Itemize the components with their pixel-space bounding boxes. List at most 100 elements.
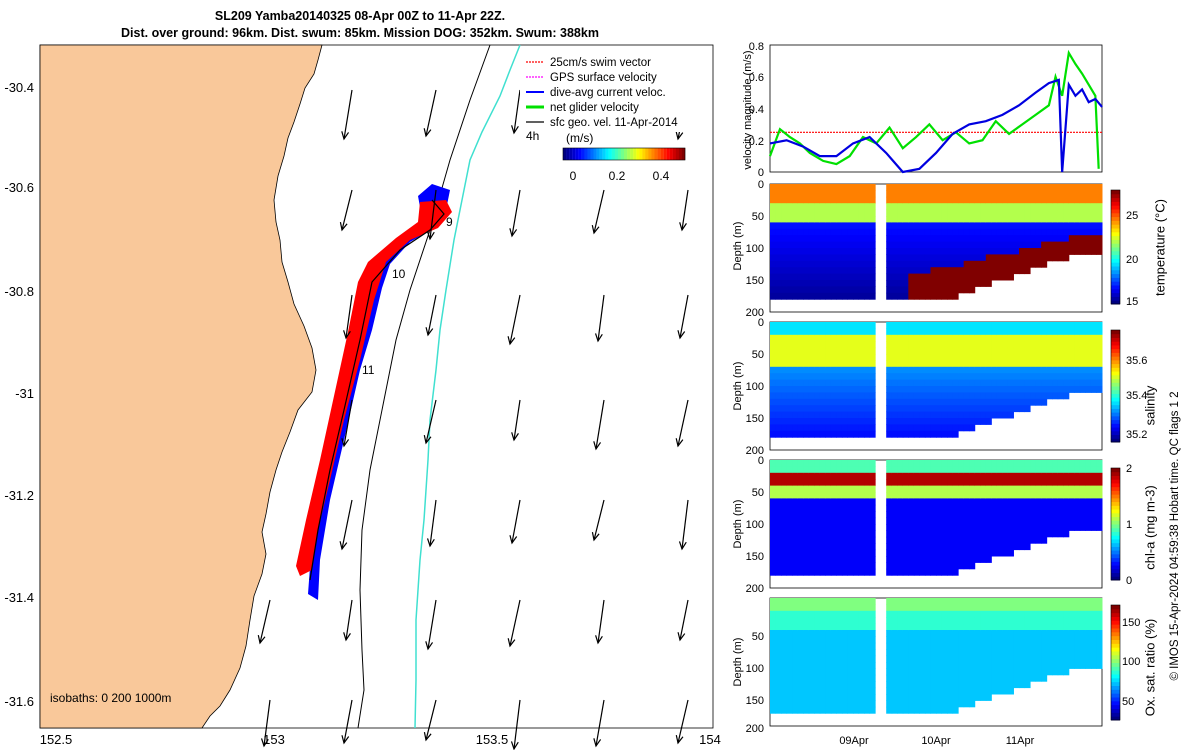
heatmap-cell xyxy=(864,604,871,612)
heatmap-cell xyxy=(775,405,782,413)
heatmap-cell xyxy=(886,604,893,612)
heatmap-cell xyxy=(803,681,810,689)
heatmap-cell xyxy=(996,366,1003,374)
heatmap-cell xyxy=(941,334,948,342)
heatmap-cell xyxy=(1068,623,1075,631)
heatmap-cell xyxy=(947,190,954,198)
heatmap-cell xyxy=(847,354,854,361)
heatmap-cell xyxy=(1024,524,1031,531)
heatmap-cell xyxy=(936,366,943,374)
heatmap-cell xyxy=(825,322,832,329)
heatmap-cell xyxy=(1013,328,1020,336)
heatmap-cell xyxy=(974,273,981,281)
heatmap-cell xyxy=(1068,222,1075,230)
heatmap-cell xyxy=(869,328,876,336)
heatmap-cell xyxy=(913,366,920,374)
heatmap-cell xyxy=(1046,328,1053,336)
heatmap-cell xyxy=(1074,341,1081,349)
heatmap-cell xyxy=(1002,492,1009,499)
heatmap-cell xyxy=(930,184,937,191)
heatmap-cell xyxy=(1068,196,1075,204)
heatmap-cell xyxy=(1068,248,1075,255)
heatmap-cell xyxy=(969,241,976,249)
heatmap-cell xyxy=(1046,190,1053,198)
heatmap-cell xyxy=(908,492,915,499)
heatmap-cell xyxy=(1019,511,1026,519)
heatmap-cell xyxy=(1079,386,1086,393)
heatmap-cell xyxy=(858,347,865,355)
heatmap-cell xyxy=(1007,341,1014,349)
heatmap-cell xyxy=(991,254,998,262)
heatmap-cell xyxy=(908,190,915,198)
heatmap-cell xyxy=(781,466,788,474)
heatmap-cell xyxy=(1068,504,1075,512)
heatmap-cell xyxy=(952,405,959,413)
heatmap-cell xyxy=(808,524,815,531)
heatmap-cell xyxy=(969,536,976,544)
heatmap-cell xyxy=(853,687,860,695)
heatmap-cell xyxy=(980,267,987,275)
heatmap-cell xyxy=(825,568,832,576)
heatmap-cell xyxy=(930,216,937,223)
heatmap-cell xyxy=(836,694,843,701)
heatmap-cell xyxy=(841,254,848,262)
heatmap-cell xyxy=(952,530,959,538)
heatmap-cell xyxy=(1063,254,1070,262)
heatmap-cell xyxy=(919,460,926,467)
heatmap-cell xyxy=(836,706,843,714)
heatmap-cell xyxy=(864,524,871,531)
heatmap-cell xyxy=(786,598,793,605)
heatmap-cell xyxy=(974,411,981,419)
heatmap-cell xyxy=(775,398,782,406)
heatmap-cell xyxy=(886,366,893,374)
heatmap-cell xyxy=(1007,228,1014,236)
heatmap-cell xyxy=(1007,530,1014,538)
heatmap-cell xyxy=(1068,598,1075,605)
heatmap-cell xyxy=(1019,504,1026,512)
heatmap-cell xyxy=(814,536,821,544)
heatmap-cell xyxy=(1085,322,1092,329)
heatmap-cell xyxy=(930,485,937,493)
heatmap-cell xyxy=(969,209,976,217)
heatmap-cell xyxy=(1052,354,1059,361)
heatmap-cell xyxy=(891,530,898,538)
colorbar-cell xyxy=(1111,209,1120,214)
heatmap-cell xyxy=(869,649,876,657)
heatmap-cell xyxy=(985,492,992,499)
heatmap-cell xyxy=(858,190,865,198)
heatmap-cell xyxy=(858,636,865,644)
heatmap-cell xyxy=(930,642,937,650)
heatmap-cell xyxy=(908,341,915,349)
heatmap-cell xyxy=(1024,260,1031,268)
heatmap-cell xyxy=(1002,466,1009,474)
heatmap-cell xyxy=(1046,604,1053,612)
heatmap-cell xyxy=(974,260,981,268)
heatmap-cell xyxy=(808,190,815,198)
heatmap-cell xyxy=(1041,674,1048,682)
heatmap-cell xyxy=(980,254,987,262)
heatmap-cell xyxy=(803,466,810,474)
heatmap-cell xyxy=(974,466,981,474)
heatmap-cell xyxy=(814,479,821,487)
heatmap-cell xyxy=(952,517,959,525)
heatmap-cell xyxy=(792,598,799,605)
heatmap-cell xyxy=(952,610,959,618)
heatmap-cell xyxy=(819,649,826,657)
heatmap-cell xyxy=(936,511,943,519)
heatmap-cell xyxy=(980,341,987,349)
heatmap-cell xyxy=(991,373,998,381)
heatmap-cell xyxy=(1007,466,1014,474)
heatmap-cell xyxy=(930,630,937,637)
heatmap-cell xyxy=(908,549,915,557)
colorbar-cell xyxy=(1111,285,1120,290)
heatmap-cell xyxy=(1085,196,1092,204)
heatmap-cell xyxy=(1007,460,1014,467)
heatmap-cell xyxy=(930,405,937,413)
heatmap-cell xyxy=(908,366,915,374)
heatmap-cell xyxy=(1052,610,1059,618)
heatmap-cell xyxy=(1079,203,1086,211)
heatmap-cell xyxy=(969,466,976,474)
heatmap-cell xyxy=(886,504,893,512)
heatmap-cell xyxy=(803,280,810,287)
heatmap-cell xyxy=(869,568,876,576)
